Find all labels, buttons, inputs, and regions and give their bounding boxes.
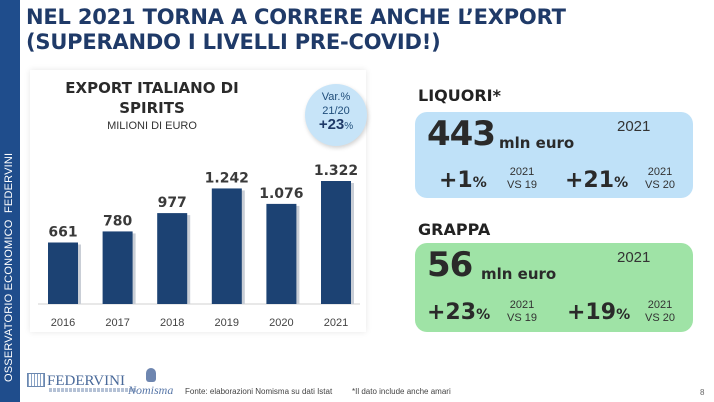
value-label-2018: 977 xyxy=(158,195,187,211)
grappa-label: GRAPPA xyxy=(418,220,491,239)
sidebar-label: OSSERVATORIO ECONOMICO FEDERVINI xyxy=(3,152,15,382)
bar-2020 xyxy=(266,203,297,304)
grappa-card: 56 mln euro 2021 +23% 2021 VS 19 +19% 202… xyxy=(415,243,693,332)
variation-badge: Var.% 21/20 +23% xyxy=(305,84,367,146)
x-tick-2017: 2017 xyxy=(105,317,129,329)
variation-label: Var.% xyxy=(321,91,351,103)
export-bar-chart: 661 2016 780 2017 977 2018 1.242 2019 1.076 2020 1… xyxy=(38,163,360,329)
liquori-change-vs19-value: +1 xyxy=(439,168,473,193)
value-label-2017: 780 xyxy=(103,213,132,229)
liquori-year: 2021 xyxy=(617,118,651,135)
liquori-cmp-vs20: 2021 VS 20 xyxy=(645,166,675,192)
grappa-change-vs20: +19% xyxy=(567,300,630,325)
page-number: 8 xyxy=(700,388,705,397)
page-title-line2: (SUPERANDO I LIVELLI PRE-COVID!) xyxy=(26,30,441,54)
liquori-unit: mln euro xyxy=(499,134,575,152)
footnote: *Il dato include anche amari xyxy=(352,387,451,396)
liquori-label: LIQUORI* xyxy=(418,86,501,105)
federvini-logo-text: FEDERVINI xyxy=(47,373,125,389)
grappa-cmp-vs20: 2021 VS 20 xyxy=(645,299,675,325)
value-label-2019: 1.242 xyxy=(205,170,249,186)
bar-2018 xyxy=(157,213,188,304)
grappa-cmp-vs19-year: 2021 xyxy=(509,299,535,311)
grappa-year: 2021 xyxy=(617,249,651,266)
chart-title-line1: EXPORT ITALIANO DI xyxy=(65,79,239,97)
page-title-line1: NEL 2021 TORNA A CORRERE ANCHE L’EXPORT xyxy=(26,5,566,29)
liquori-change-vs20-unit: % xyxy=(614,175,629,191)
liquori-cmp-vs20-label: VS 20 xyxy=(645,179,675,191)
nomisma-logo-text: Nomisma xyxy=(128,383,174,397)
grappa-cmp-vs20-label: VS 20 xyxy=(645,312,675,324)
variation-unit: % xyxy=(344,121,354,132)
source-note: Fonte: elaborazioni Nomisma su dati Ista… xyxy=(185,387,333,396)
grappa-change-vs20-value: +19 xyxy=(567,300,617,325)
liquori-change-vs20-value: +21 xyxy=(565,168,615,193)
grappa-change-vs19: +23% xyxy=(427,300,490,325)
federvini-logo: FEDERVINI xyxy=(27,373,137,392)
bar-2016 xyxy=(48,242,78,304)
grappa-change-vs20-unit: % xyxy=(616,307,631,323)
value-label-2016: 661 xyxy=(48,225,77,241)
bar-2021 xyxy=(321,181,351,304)
liquori-value: 443 xyxy=(427,114,496,154)
grappa-change-vs19-unit: % xyxy=(476,307,491,323)
bar-2019 xyxy=(211,188,242,304)
x-tick-2019: 2019 xyxy=(215,317,239,329)
liquori-cmp-vs19-label: VS 19 xyxy=(507,179,537,191)
grappa-unit: mln euro xyxy=(481,265,557,283)
value-label-2021: 1.322 xyxy=(314,163,358,179)
chart-title-line2: SPIRITS xyxy=(119,99,185,117)
grappa-cmp-vs19-label: VS 19 xyxy=(507,312,537,324)
sidebar-band: OSSERVATORIO ECONOMICO FEDERVINI xyxy=(0,0,20,402)
chart-subtitle: MILIONI DI EURO xyxy=(107,120,197,132)
liquori-change-vs19-unit: % xyxy=(472,175,487,191)
liquori-change-vs19: +1% xyxy=(439,168,487,193)
grappa-value: 56 xyxy=(427,245,473,285)
variation-period: 21/20 xyxy=(322,105,350,117)
federvini-tagline xyxy=(49,388,137,392)
value-label-2020: 1.076 xyxy=(259,186,303,202)
nomisma-crest-icon xyxy=(145,368,156,382)
variation-value: +23 xyxy=(318,116,345,133)
chart-title: EXPORT ITALIANO DI SPIRITS xyxy=(52,78,252,118)
liquori-cmp-vs19: 2021 VS 19 xyxy=(507,166,537,192)
liquori-cmp-vs19-year: 2021 xyxy=(509,166,535,178)
grappa-cmp-vs20-year: 2021 xyxy=(647,299,673,311)
x-tick-2020: 2020 xyxy=(269,317,293,329)
grappa-change-vs19-value: +23 xyxy=(427,300,477,325)
page-title: NEL 2021 TORNA A CORRERE ANCHE L’EXPORT … xyxy=(26,5,666,55)
nomisma-logo: Nomisma xyxy=(128,368,173,398)
variation-value-wrap: +23% xyxy=(305,116,367,134)
federvini-emblem-icon xyxy=(27,373,45,387)
grappa-cmp-vs19: 2021 VS 19 xyxy=(507,299,537,325)
bar-2017 xyxy=(102,231,133,304)
x-tick-2018: 2018 xyxy=(160,317,184,329)
liquori-card: 443 mln euro 2021 +1% 2021 VS 19 +21% 202… xyxy=(415,112,693,198)
x-tick-2016: 2016 xyxy=(51,317,75,329)
liquori-change-vs20: +21% xyxy=(565,168,628,193)
liquori-cmp-vs20-year: 2021 xyxy=(647,166,673,178)
x-tick-2021: 2021 xyxy=(324,317,348,329)
